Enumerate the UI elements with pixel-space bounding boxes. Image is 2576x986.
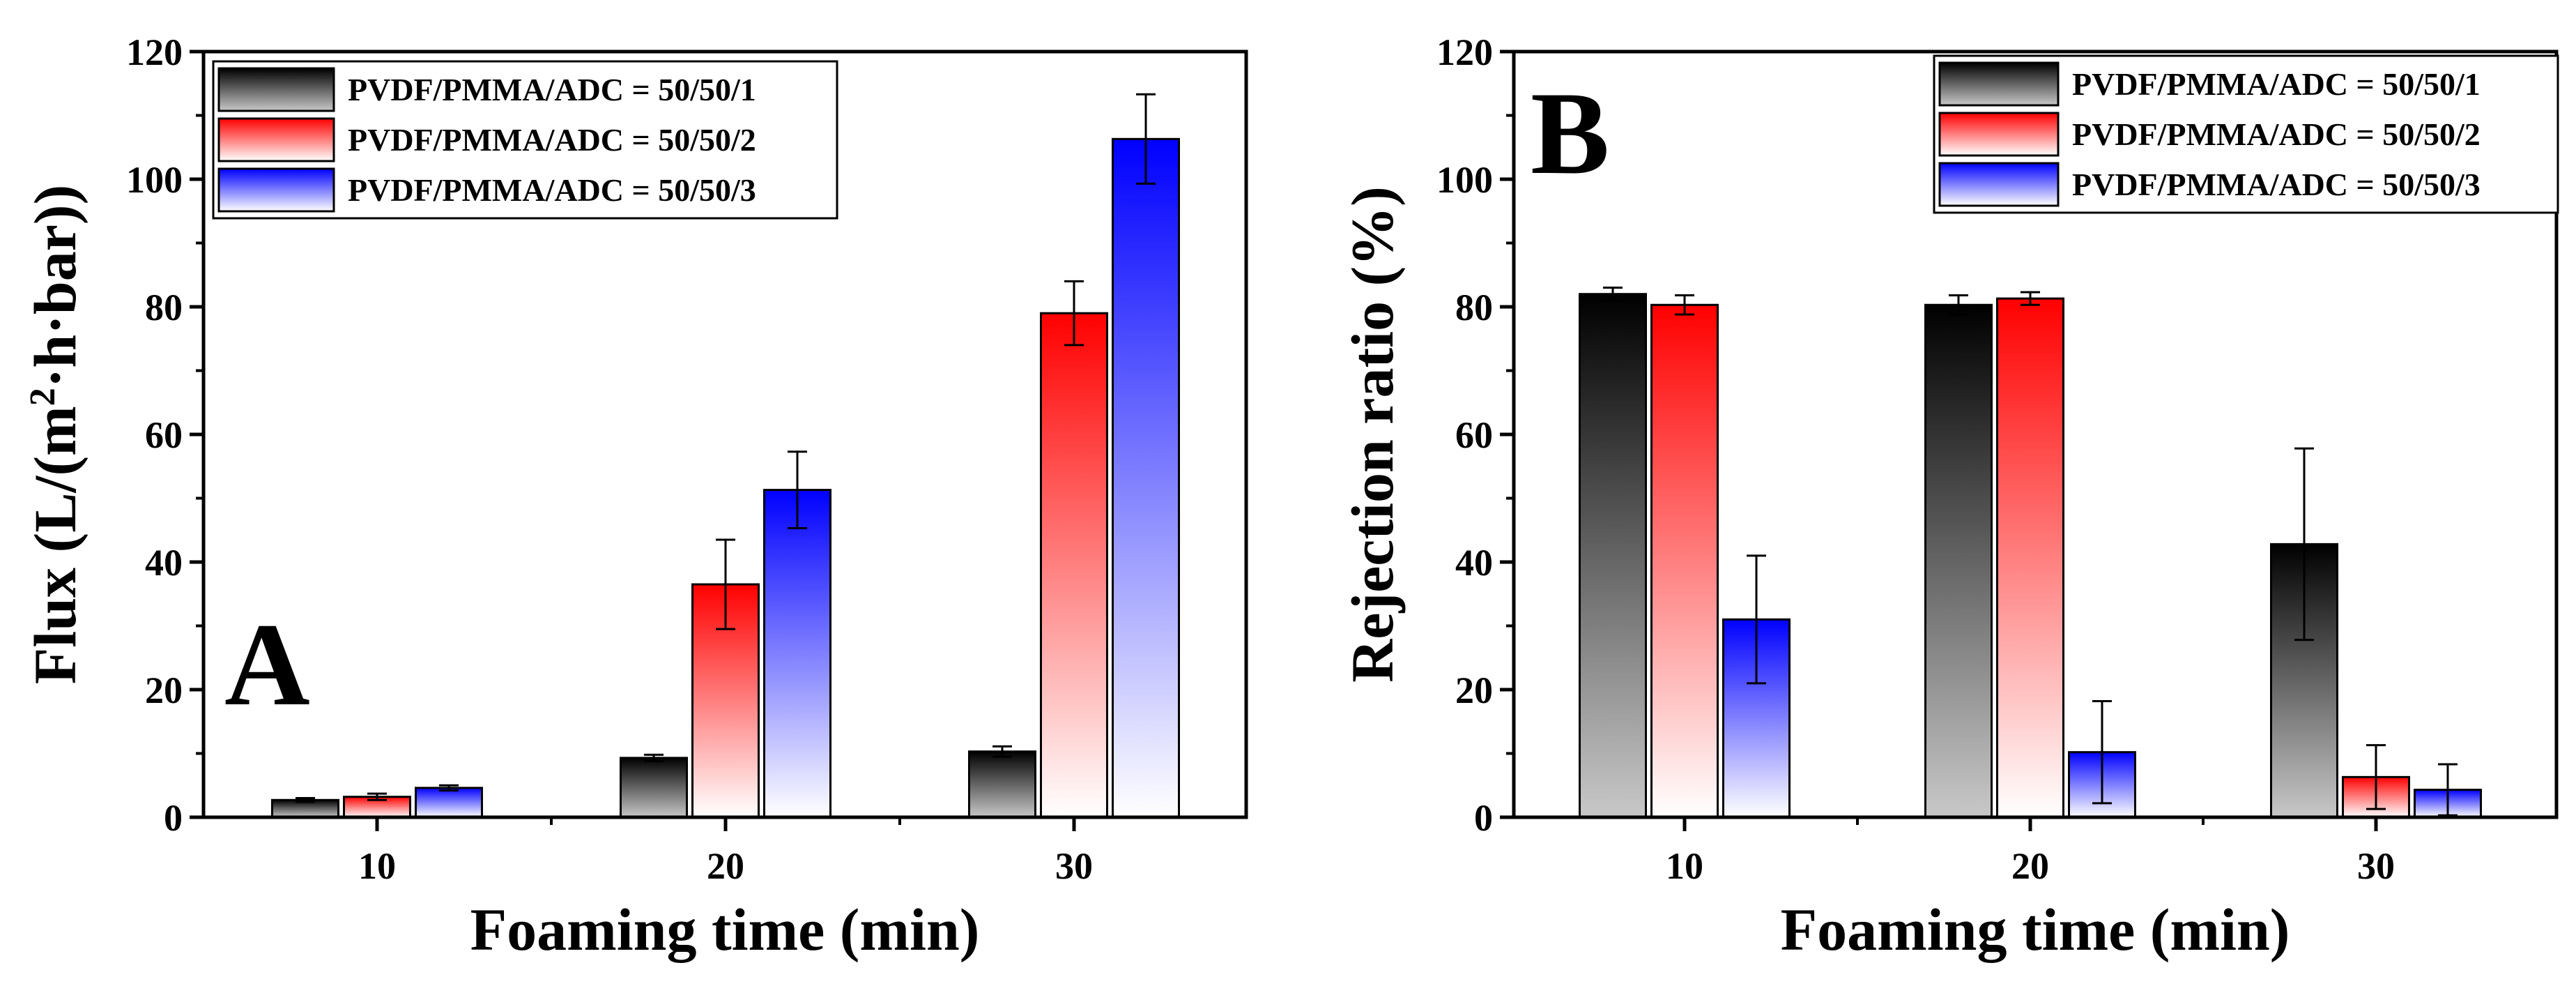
y-axis-title-main: Rejection ratio (%) [1339,186,1406,683]
y-tick-label: 120 [126,31,183,73]
y-tick-label: 20 [145,669,183,711]
legend-swatch-series-2 [217,117,335,162]
panel-letter: B [1531,68,1609,199]
legend-label-series-3: PVDF/PMMA/ADC = 50/50/3 [2072,167,2481,202]
legend-label-series-1: PVDF/PMMA/ADC = 50/50/1 [348,72,756,107]
y-tick-label: 80 [1455,287,1493,328]
x-axis-title: Foaming time (min) [470,896,980,963]
bar-series-3-cat-10 [415,787,483,819]
bar-series-2-cat-20 [1996,297,2064,819]
y-tick-label: 100 [126,159,183,201]
y-tick-label: 40 [1455,542,1493,584]
y-tick-label: 0 [164,797,183,839]
bar-series-3-cat-20 [763,489,831,819]
y-axis-title-main: Flux (L/(m [22,406,89,684]
bar-series-2-cat-10 [1650,303,1719,819]
y-tick-label: 60 [145,414,183,456]
y-tick-label: 0 [1474,797,1493,839]
bar-series-2-cat-30 [1040,312,1108,819]
y-tick-label: 40 [145,542,183,584]
x-tick-label: 30 [2357,845,2395,887]
bar-series-3-cat-30 [1112,137,1180,819]
legend-label-series-2: PVDF/PMMA/ADC = 50/50/2 [348,122,756,158]
x-axis-title: Foaming time (min) [1781,896,2290,963]
bar-series-1-cat-20 [1924,303,1993,819]
y-axis-title-rest: ·h·bar)) [22,185,89,388]
x-tick-label: 10 [1666,845,1703,887]
chart-panel-b: 0 20 40 60 80 100 120 10 20 30 Foaming time (min) R… [1339,31,2559,963]
chart-panel-a: 0 20 40 60 80 100 120 10 20 30 Foaming time (min) F… [22,31,1248,963]
x-tick-label: 20 [2011,845,2049,887]
bar-series-1-cat-30 [968,750,1036,819]
x-tick-label: 30 [1055,845,1093,887]
bar-series-1-cat-20 [620,757,688,819]
legend-swatch-series-3 [217,167,335,213]
y-tick-label: 60 [1455,414,1493,456]
y-tick-label: 120 [1436,31,1493,73]
y-axis-title: Flux (L/(m2·h·bar)) [22,185,89,684]
y-axis-title: Rejection ratio (%) [1339,186,1406,683]
legend-swatch-series-3 [1938,162,2060,207]
legend-label-series-1: PVDF/PMMA/ADC = 50/50/1 [2072,66,2481,102]
x-tick-label: 10 [358,845,396,887]
legend-swatch-series-2 [1938,112,2060,157]
legend-label-series-3: PVDF/PMMA/ADC = 50/50/3 [348,172,756,208]
x-tick-label: 20 [707,845,744,887]
y-axis-title-superscript: 2 [23,388,63,406]
panel-letter: A [224,599,310,730]
legend-swatch-series-1 [1938,61,2060,107]
y-tick-label: 20 [1455,669,1493,711]
legend-label-series-2: PVDF/PMMA/ADC = 50/50/2 [2072,116,2481,152]
y-tick-label: 80 [145,287,183,328]
bar-series-1-cat-10 [1579,293,1647,819]
y-tick-label: 100 [1436,159,1493,201]
legend-swatch-series-1 [217,67,335,112]
